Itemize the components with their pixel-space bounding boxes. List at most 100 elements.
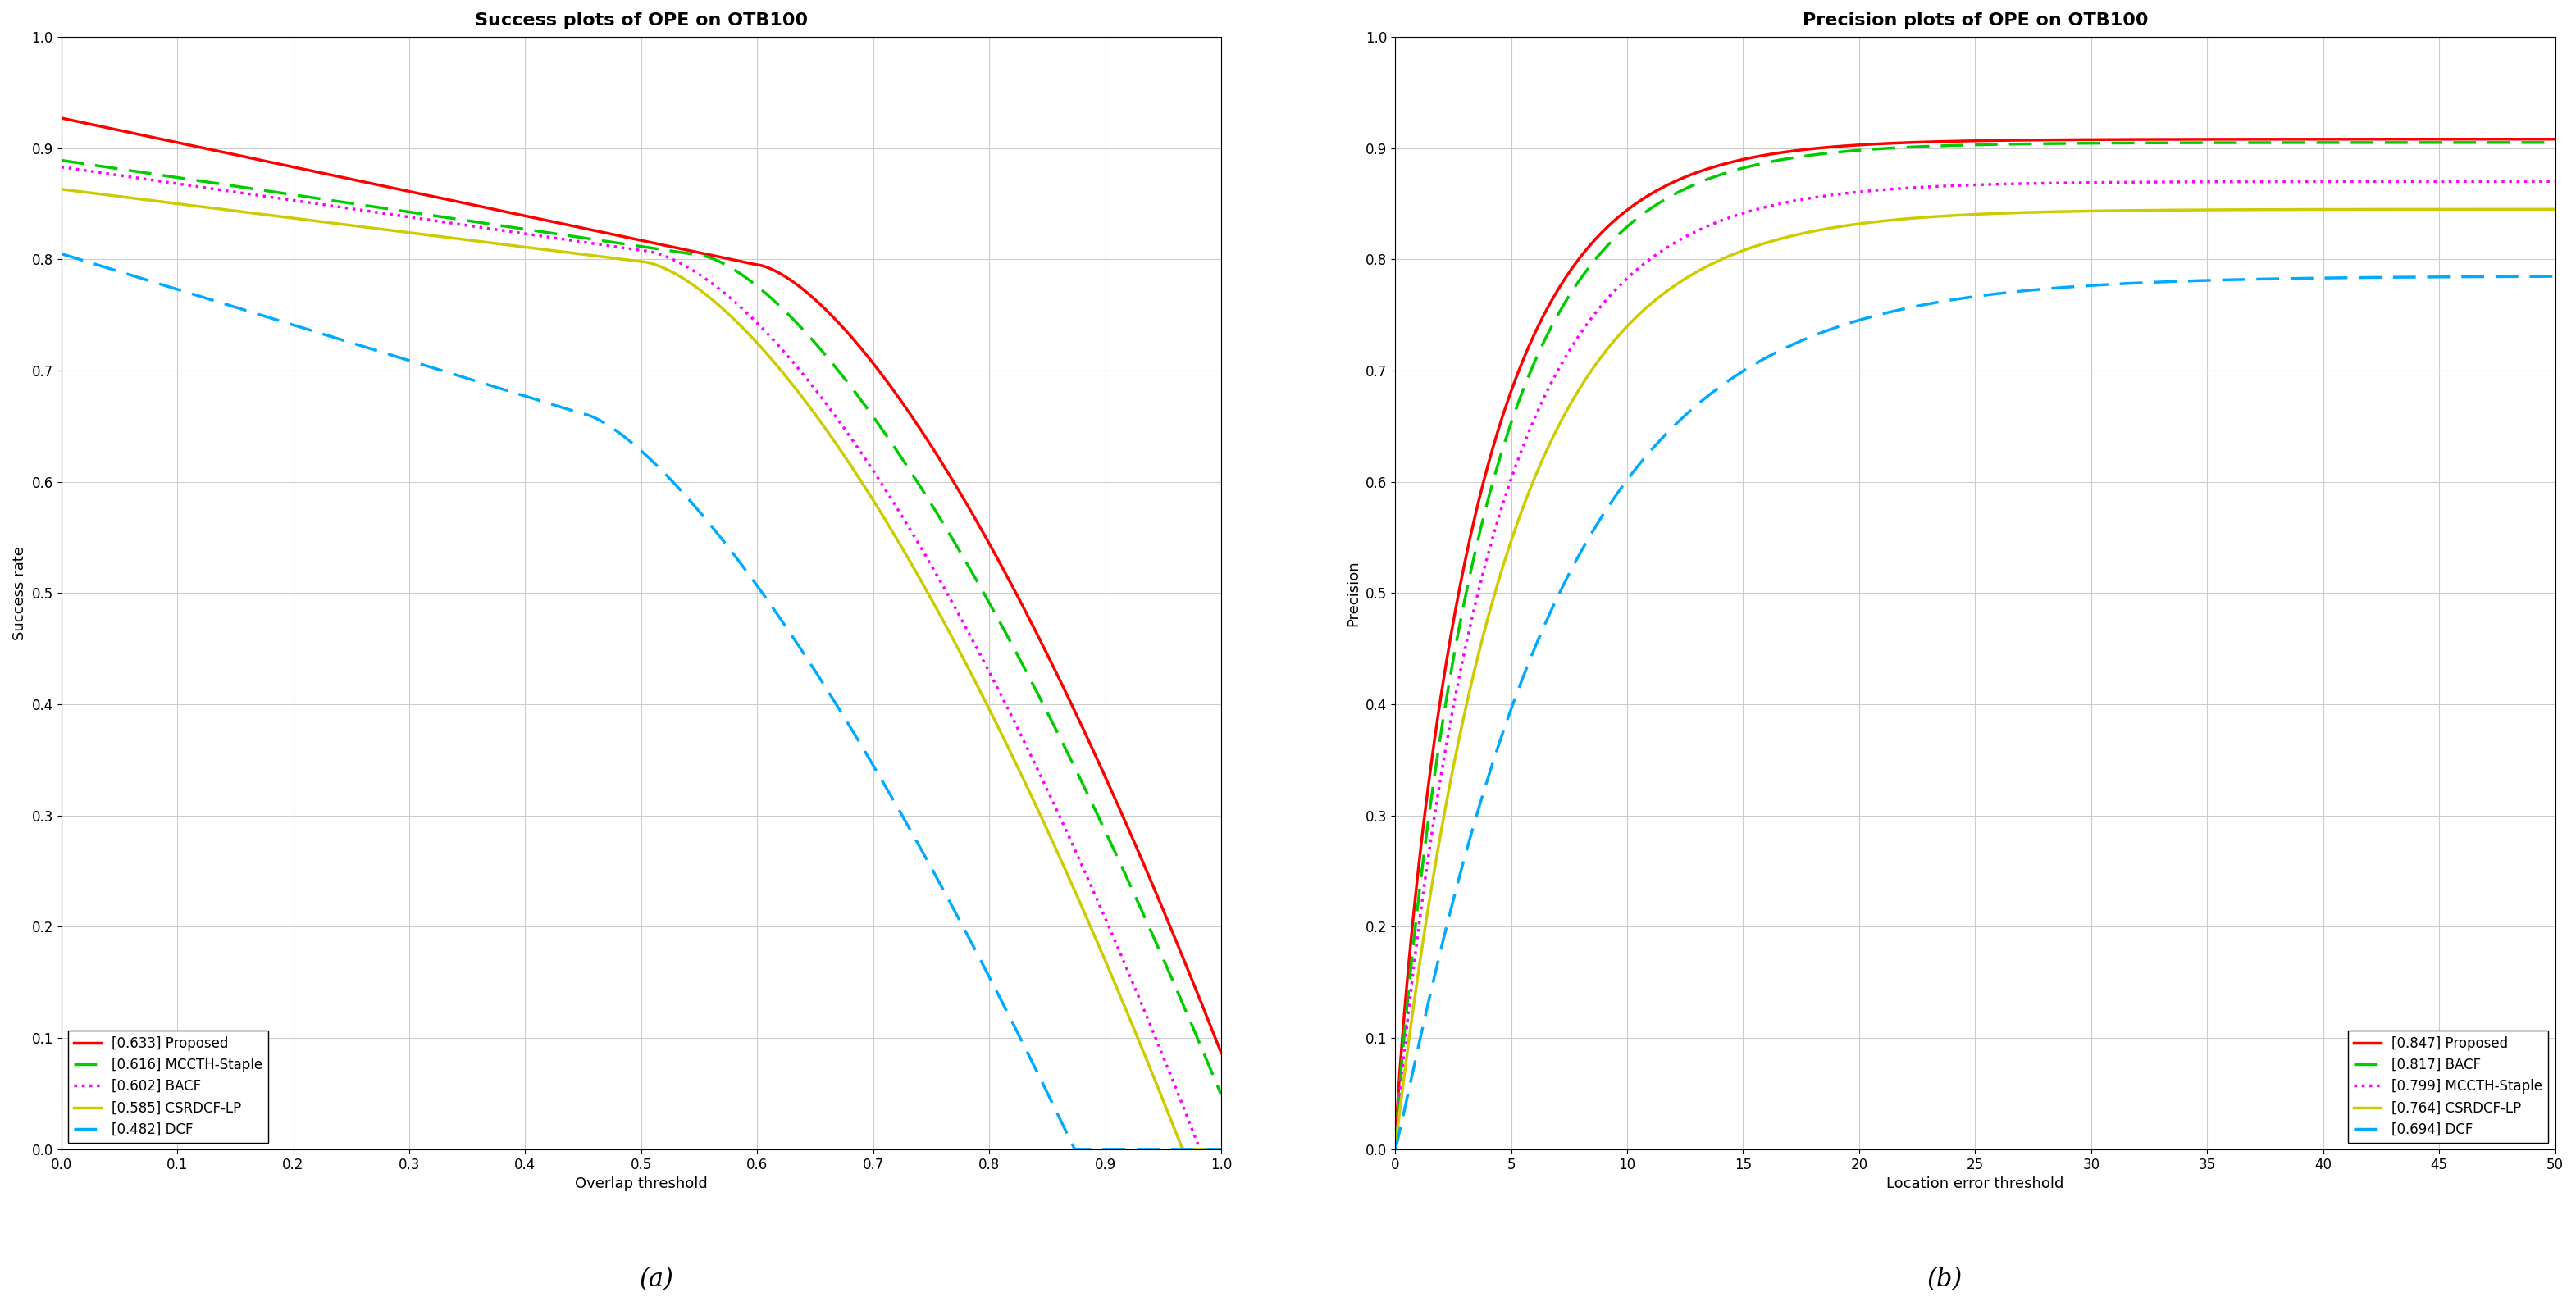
[0.602] BACF (1185, 1141, 1216, 1157)
Line: [0.764] CSRDCF-LP: [0.764] CSRDCF-LP (1396, 209, 2555, 1149)
[0.817] BACF (2007, 136, 2038, 151)
Line: [0.694] DCF: [0.694] DCF (1396, 277, 2555, 1149)
[0.602] BACF (1177, 1124, 1208, 1140)
Line: [0.633] Proposed: [0.633] Proposed (62, 118, 1221, 1053)
[0.602] BACF (603, 239, 634, 255)
Line: [0.817] BACF: [0.817] BACF (1396, 142, 2555, 1149)
Line: [0.847] Proposed: [0.847] Proposed (1396, 140, 2555, 1149)
[0.847] Proposed (1929, 133, 1960, 149)
[0.585] CSRDCF-LP (672, 274, 703, 290)
[0.694] DCF (2007, 283, 2038, 299)
[0.633] Proposed (603, 227, 634, 243)
Text: (a): (a) (639, 1267, 675, 1292)
[0.585] CSRDCF-LP (997, 747, 1028, 763)
[0.633] Proposed (598, 226, 629, 242)
[0.799] MCCTH-Staple (1381, 1141, 1412, 1157)
[0.764] CSRDCF-LP (1937, 208, 1968, 223)
[0.799] MCCTH-Staple (2540, 174, 2571, 189)
[0.633] Proposed (672, 243, 703, 259)
Y-axis label: Precision: Precision (1347, 560, 1360, 626)
[0.764] CSRDCF-LP (2007, 205, 2038, 221)
[0.633] Proposed (1206, 1045, 1236, 1060)
[0.482] DCF (46, 246, 77, 261)
[0.585] CSRDCF-LP (1170, 1141, 1200, 1157)
[0.764] CSRDCF-LP (1929, 208, 1960, 223)
[0.694] DCF (1929, 293, 1960, 308)
[0.482] DCF (603, 424, 634, 440)
[0.585] CSRDCF-LP (737, 329, 768, 345)
[0.799] MCCTH-Staple (2331, 174, 2362, 189)
[0.602] BACF (997, 709, 1028, 725)
[0.602] BACF (46, 159, 77, 175)
[0.817] BACF (2331, 135, 2362, 150)
[0.817] BACF (1381, 1141, 1412, 1157)
[0.482] DCF (672, 491, 703, 507)
[0.585] CSRDCF-LP (1180, 1141, 1211, 1157)
[0.602] BACF (737, 310, 768, 325)
[0.694] DCF (2512, 269, 2543, 285)
[0.616] MCCTH-Staple (737, 274, 768, 290)
Text: (b): (b) (1927, 1267, 1963, 1292)
[0.482] DCF (1180, 1141, 1211, 1157)
[0.764] CSRDCF-LP (2331, 201, 2362, 217)
[0.817] BACF (2540, 135, 2571, 150)
[0.694] DCF (1381, 1141, 1412, 1157)
[0.616] MCCTH-Staple (997, 637, 1028, 653)
[0.764] CSRDCF-LP (2071, 204, 2102, 219)
[0.616] MCCTH-Staple (46, 153, 77, 168)
[0.616] MCCTH-Staple (672, 246, 703, 261)
Line: [0.616] MCCTH-Staple: [0.616] MCCTH-Staple (62, 161, 1221, 1094)
[0.616] MCCTH-Staple (598, 234, 629, 249)
[0.694] DCF (2331, 270, 2362, 286)
[0.847] Proposed (2512, 132, 2543, 148)
[0.847] Proposed (2007, 132, 2038, 148)
[0.633] Proposed (997, 577, 1028, 593)
[0.482] DCF (997, 1013, 1028, 1029)
[0.616] MCCTH-Staple (603, 235, 634, 251)
Legend: [0.847] Proposed, [0.817] BACF, [0.799] MCCTH-Staple, [0.764] CSRDCF-LP, [0.694]: [0.847] Proposed, [0.817] BACF, [0.799] … (2349, 1030, 2548, 1143)
Line: [0.799] MCCTH-Staple: [0.799] MCCTH-Staple (1396, 182, 2555, 1149)
[0.799] MCCTH-Staple (2071, 175, 2102, 191)
[0.585] CSRDCF-LP (1206, 1141, 1236, 1157)
[0.694] DCF (1937, 291, 1968, 307)
[0.482] DCF (1059, 1141, 1090, 1157)
X-axis label: Location error threshold: Location error threshold (1886, 1177, 2063, 1191)
Title: Precision plots of OPE on OTB100: Precision plots of OPE on OTB100 (1803, 12, 2148, 29)
[0.482] DCF (737, 571, 768, 586)
Legend: [0.633] Proposed, [0.616] MCCTH-Staple, [0.602] BACF, [0.585] CSRDCF-LP, [0.482]: [0.633] Proposed, [0.616] MCCTH-Staple, … (67, 1030, 268, 1143)
[0.799] MCCTH-Staple (1937, 178, 1968, 193)
[0.817] BACF (2071, 136, 2102, 151)
Y-axis label: Success rate: Success rate (13, 546, 28, 640)
[0.817] BACF (1929, 138, 1960, 154)
[0.694] DCF (2540, 269, 2571, 285)
[0.585] CSRDCF-LP (603, 251, 634, 266)
[0.585] CSRDCF-LP (46, 182, 77, 197)
[0.847] Proposed (2071, 132, 2102, 148)
[0.817] BACF (1937, 137, 1968, 153)
[0.799] MCCTH-Staple (2007, 176, 2038, 192)
[0.694] DCF (2071, 278, 2102, 294)
Line: [0.602] BACF: [0.602] BACF (62, 167, 1221, 1149)
[0.602] BACF (1206, 1141, 1236, 1157)
[0.847] Proposed (1937, 133, 1968, 149)
[0.847] Proposed (1381, 1141, 1412, 1157)
[0.817] BACF (2512, 135, 2543, 150)
[0.847] Proposed (2331, 132, 2362, 148)
[0.482] DCF (1206, 1141, 1236, 1157)
[0.799] MCCTH-Staple (2512, 174, 2543, 189)
[0.847] Proposed (2540, 132, 2571, 148)
[0.764] CSRDCF-LP (1381, 1141, 1412, 1157)
[0.602] BACF (598, 239, 629, 255)
Title: Success plots of OPE on OTB100: Success plots of OPE on OTB100 (474, 12, 809, 29)
[0.482] DCF (598, 421, 629, 436)
Line: [0.482] DCF: [0.482] DCF (62, 253, 1221, 1149)
X-axis label: Overlap threshold: Overlap threshold (574, 1177, 708, 1191)
[0.799] MCCTH-Staple (1929, 178, 1960, 193)
[0.616] MCCTH-Staple (1206, 1087, 1236, 1102)
[0.764] CSRDCF-LP (2512, 201, 2543, 217)
Line: [0.585] CSRDCF-LP: [0.585] CSRDCF-LP (62, 189, 1221, 1149)
[0.633] Proposed (737, 256, 768, 272)
[0.616] MCCTH-Staple (1177, 1020, 1208, 1036)
[0.764] CSRDCF-LP (2540, 201, 2571, 217)
[0.633] Proposed (1177, 976, 1208, 991)
